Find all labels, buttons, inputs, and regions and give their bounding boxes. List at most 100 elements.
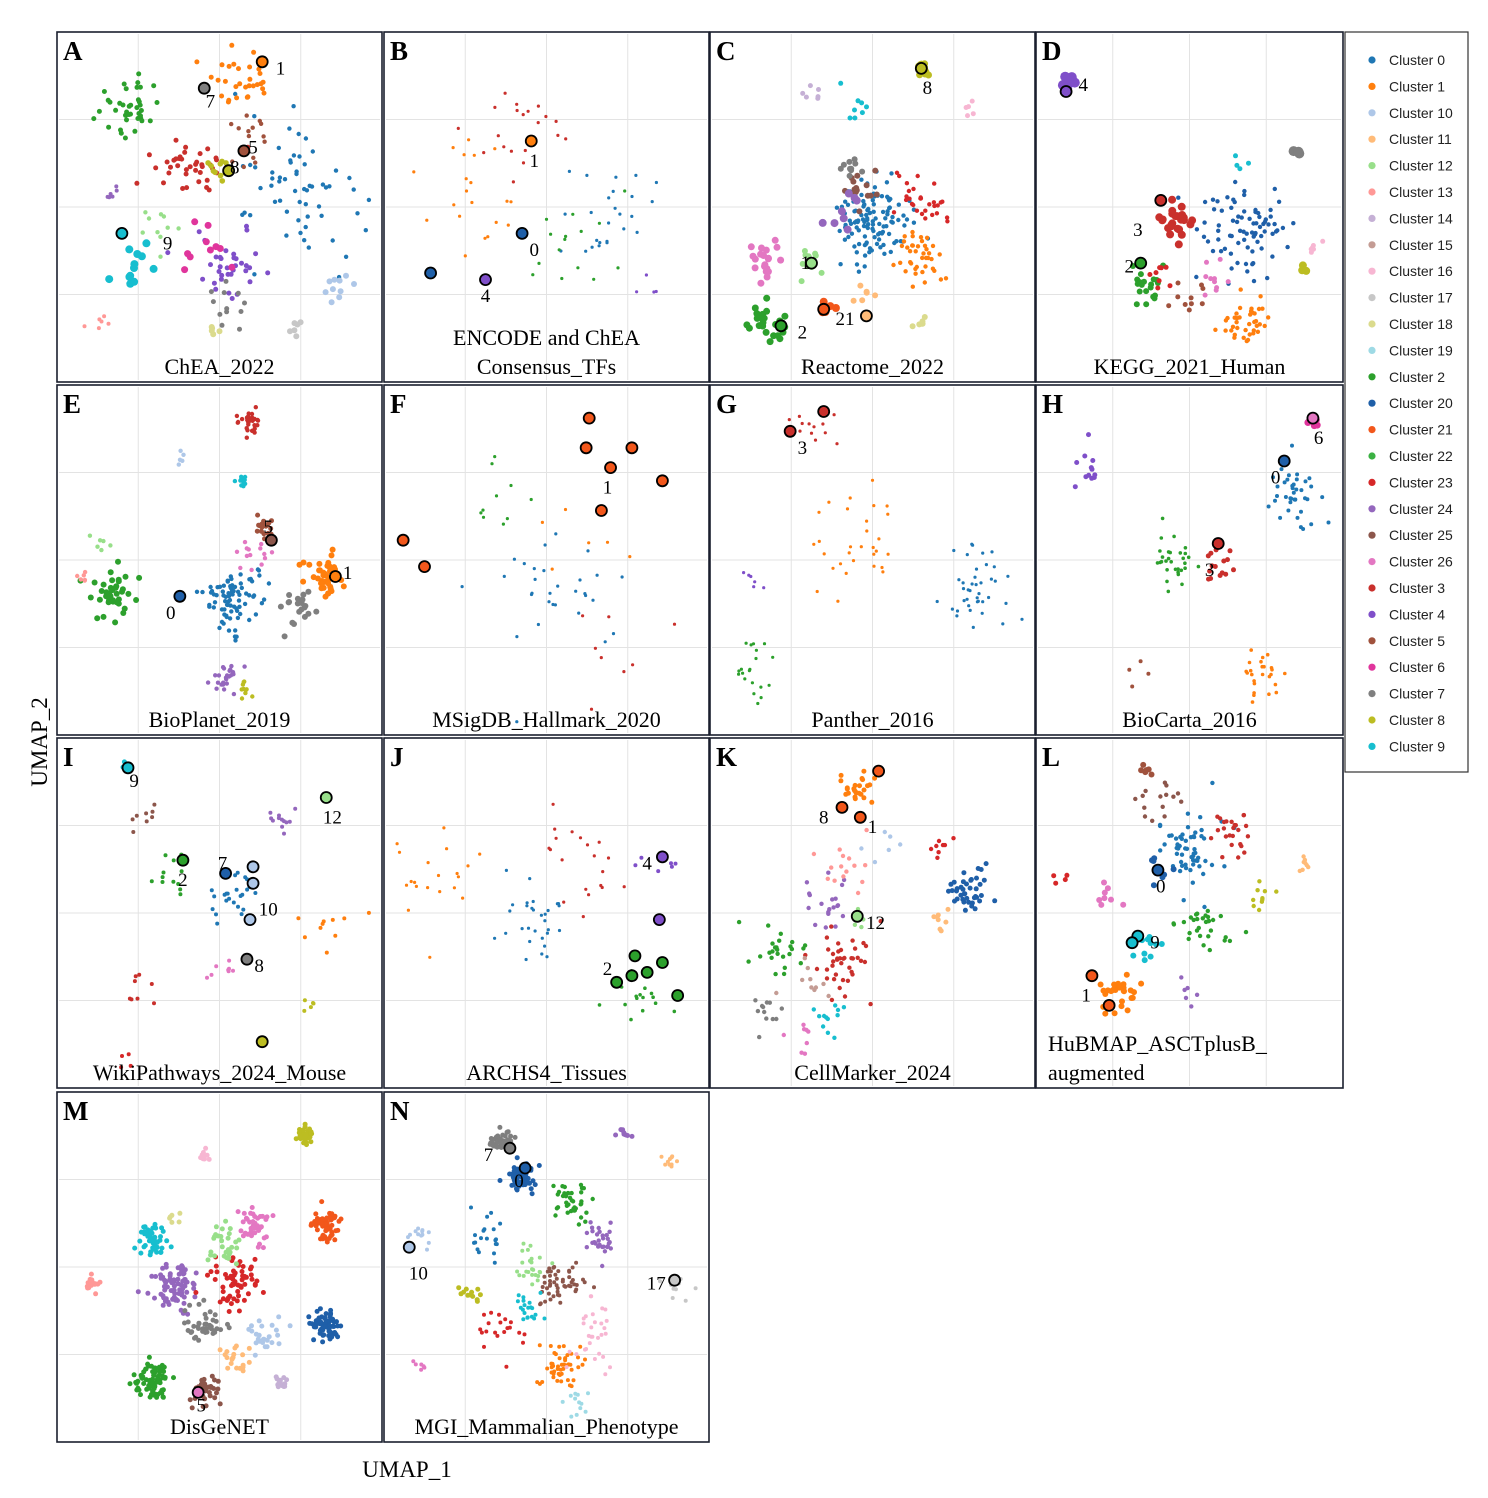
data-point bbox=[1180, 582, 1184, 587]
data-point bbox=[228, 263, 236, 271]
data-point bbox=[285, 599, 292, 606]
data-point bbox=[1142, 805, 1147, 810]
data-point bbox=[599, 883, 603, 888]
data-point bbox=[222, 78, 228, 84]
data-point bbox=[885, 209, 890, 214]
data-point bbox=[847, 965, 852, 970]
data-point bbox=[872, 167, 879, 174]
data-point bbox=[798, 961, 803, 966]
data-point bbox=[1184, 846, 1190, 851]
highlight-point bbox=[255, 1035, 269, 1049]
data-point bbox=[837, 207, 846, 216]
data-point bbox=[238, 611, 243, 617]
data-point bbox=[232, 1270, 238, 1276]
data-point bbox=[753, 314, 761, 322]
highlight-point bbox=[835, 801, 849, 814]
data-point bbox=[160, 880, 165, 884]
data-point bbox=[757, 279, 765, 287]
data-point bbox=[329, 1232, 335, 1238]
data-point bbox=[161, 180, 166, 186]
data-point bbox=[255, 418, 261, 423]
data-point bbox=[463, 254, 467, 258]
data-point bbox=[770, 1016, 775, 1022]
data-point bbox=[787, 418, 791, 422]
data-point bbox=[937, 926, 943, 932]
data-point bbox=[486, 1321, 491, 1326]
data-point bbox=[200, 276, 206, 282]
data-point bbox=[107, 569, 114, 576]
cluster-number-label: 1 bbox=[603, 477, 613, 498]
data-point bbox=[571, 1378, 576, 1383]
data-point bbox=[231, 251, 237, 257]
data-point bbox=[1183, 862, 1188, 867]
scatter-points bbox=[119, 759, 371, 1070]
data-point bbox=[1199, 827, 1204, 833]
data-point bbox=[494, 1133, 500, 1139]
data-point bbox=[261, 134, 266, 139]
data-point bbox=[338, 1323, 344, 1329]
data-point bbox=[276, 1341, 282, 1347]
panel-title: Consensus_TFs bbox=[477, 354, 616, 379]
data-point bbox=[1237, 305, 1243, 311]
data-point bbox=[520, 927, 524, 931]
data-point bbox=[564, 1365, 569, 1370]
data-point bbox=[409, 879, 413, 884]
highlight-point bbox=[1306, 411, 1320, 425]
data-point bbox=[514, 1171, 520, 1177]
data-point bbox=[974, 583, 978, 587]
data-point bbox=[298, 230, 303, 236]
data-point bbox=[790, 939, 795, 945]
data-point bbox=[1238, 287, 1243, 292]
data-point bbox=[167, 1214, 173, 1220]
data-point bbox=[1235, 260, 1240, 266]
data-point bbox=[547, 600, 551, 604]
data-point bbox=[1064, 872, 1070, 878]
data-point bbox=[253, 160, 258, 165]
legend-marker bbox=[1368, 241, 1376, 249]
data-point bbox=[803, 94, 809, 100]
data-point bbox=[855, 219, 860, 225]
data-point bbox=[872, 775, 878, 781]
data-point bbox=[149, 1273, 155, 1279]
data-point bbox=[497, 1124, 503, 1130]
legend-label: Cluster 16 bbox=[1389, 263, 1453, 279]
data-point bbox=[975, 866, 981, 871]
data-point bbox=[142, 239, 151, 248]
data-point bbox=[325, 590, 332, 597]
data-point bbox=[529, 1191, 535, 1197]
data-point bbox=[974, 567, 979, 571]
data-point bbox=[252, 114, 257, 119]
data-point bbox=[855, 98, 861, 104]
data-point bbox=[204, 221, 212, 229]
data-point bbox=[862, 234, 868, 239]
data-point bbox=[322, 289, 329, 296]
highlighted-points: 5 bbox=[191, 1386, 206, 1417]
panel-title: ChEA_2022 bbox=[165, 354, 275, 379]
data-point bbox=[159, 1390, 165, 1396]
data-point bbox=[1295, 515, 1300, 520]
data-point bbox=[311, 1337, 317, 1343]
data-point bbox=[287, 126, 292, 131]
data-point bbox=[1273, 498, 1277, 503]
data-point bbox=[326, 1236, 332, 1241]
cluster-number-label: 7 bbox=[218, 854, 228, 875]
data-point bbox=[601, 870, 605, 874]
data-point bbox=[330, 917, 335, 922]
data-point bbox=[766, 338, 774, 346]
data-point bbox=[521, 161, 526, 165]
data-point bbox=[306, 245, 311, 250]
data-point bbox=[331, 1319, 337, 1325]
data-point bbox=[751, 642, 756, 646]
data-point bbox=[1255, 888, 1260, 893]
data-point bbox=[1234, 162, 1240, 168]
data-point bbox=[629, 1017, 633, 1022]
data-point bbox=[475, 1286, 481, 1292]
data-point bbox=[635, 290, 639, 294]
data-point bbox=[342, 916, 347, 921]
data-point bbox=[1203, 913, 1208, 918]
data-point bbox=[314, 1216, 320, 1221]
data-point bbox=[152, 802, 157, 807]
data-point bbox=[1166, 556, 1171, 561]
data-point bbox=[525, 901, 529, 905]
data-point bbox=[754, 656, 758, 661]
